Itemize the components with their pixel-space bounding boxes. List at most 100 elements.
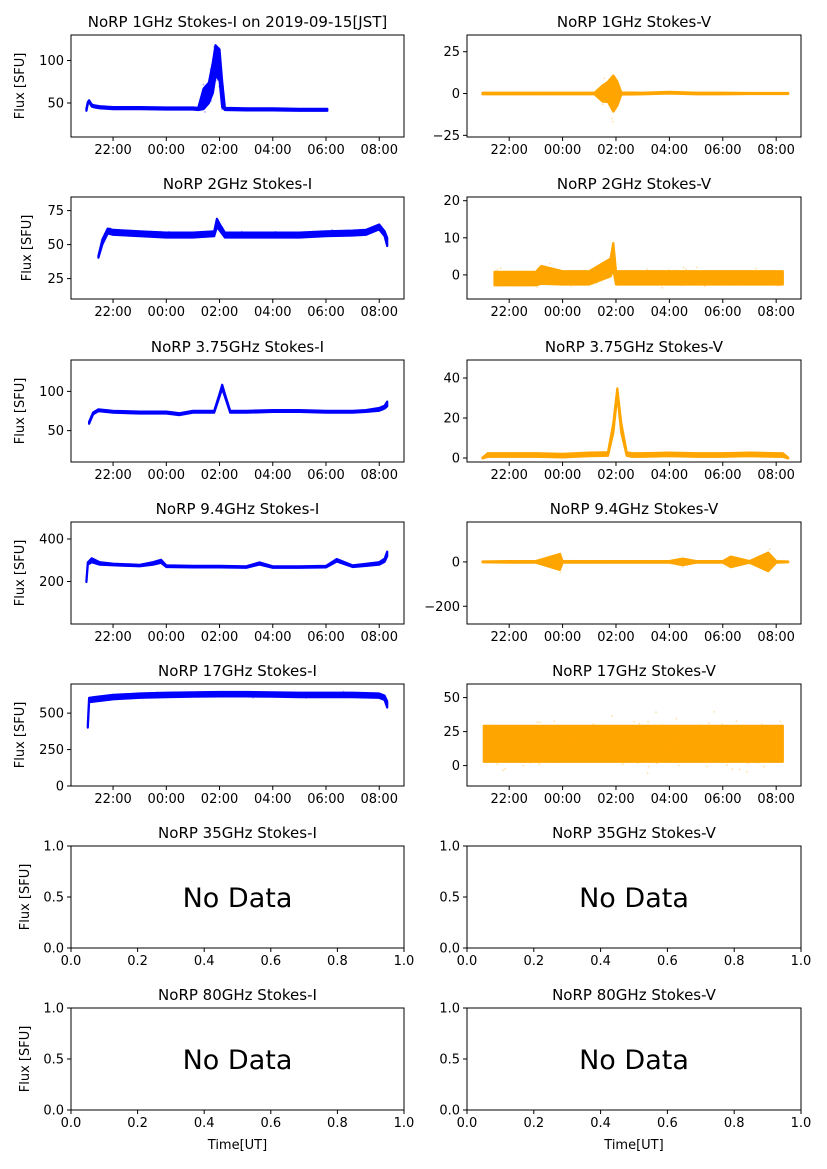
data-point [775,751,777,754]
data-point [585,561,587,564]
data-point [160,235,163,237]
data-point [358,565,361,568]
data-point [602,744,605,747]
x-tick-label: 22:00 [94,630,131,645]
data-point [607,88,610,91]
data-point [545,454,547,456]
data-point [633,454,636,456]
data-point [274,233,277,235]
data-point [531,453,534,456]
data-point [214,57,217,59]
x-tick-label: 0.2 [523,954,544,969]
data-point [715,752,718,755]
panel-title: NoRP 1GHz Stokes-I on 2019-09-15[JST] [88,13,388,31]
data-point [536,721,539,724]
data-point [212,69,215,72]
data-point [298,108,301,111]
data-point [361,563,364,566]
series-stokes-i [86,690,389,729]
data-point [151,563,154,566]
data-point [697,749,700,752]
data-point [627,725,630,728]
data-point [595,282,598,284]
data-point [194,565,197,568]
data-point [714,561,717,563]
data-point [159,230,162,233]
data-point [305,697,307,699]
data-point [216,67,219,70]
data-point [193,107,195,109]
data-point [576,560,579,563]
data-point [221,227,224,230]
data-point [206,96,209,99]
data-point [631,452,633,455]
data-point [618,95,620,97]
data-point [541,282,544,285]
data-point [586,744,589,747]
data-point [612,96,615,99]
data-point [117,230,119,233]
data-point [383,233,386,235]
data-point [615,399,618,401]
data-point [519,455,522,457]
data-point [774,559,777,562]
y-axis-label: Flux [SFU] [13,702,28,769]
data-point [757,761,760,764]
data-point [243,411,246,414]
data-point [615,102,618,104]
data-point [632,271,635,274]
data-point [667,754,670,757]
data-point [216,64,219,66]
data-point [561,740,564,742]
data-point [593,737,596,739]
data-point [753,93,756,95]
data-point [214,56,217,58]
x-tick-label: 06:00 [307,792,344,807]
data-point [632,92,634,95]
data-point [561,559,563,562]
data-point [224,397,227,400]
data-point [640,734,643,737]
data-point [613,253,616,255]
data-point [302,694,305,697]
x-tick-label: 06:00 [704,305,741,320]
panel-375ghz-i: NoRP 3.75GHz Stokes-I22:00 00:00 02:00 04:0… [13,338,405,483]
data-point [625,451,628,454]
data-point [721,751,724,754]
data-point [607,448,610,451]
data-point [135,232,138,235]
data-point [584,278,586,280]
x-tick-label: 06:00 [704,630,741,645]
data-point [290,109,292,112]
data-point [669,746,672,749]
data-point [760,275,762,278]
data-point [777,735,779,738]
data-point [720,454,723,457]
data-point [554,275,557,278]
data-point [682,453,685,456]
data-point [745,748,748,751]
data-point [622,438,625,441]
data-point [99,410,102,412]
data-point [696,560,698,563]
data-point [214,67,217,69]
data-point [578,744,581,746]
data-point [620,427,622,429]
data-point [91,561,94,564]
data-point [617,91,620,94]
data-point [385,554,387,557]
data-point [564,274,567,277]
data-point [194,566,197,569]
data-point [219,54,221,57]
data-point [495,92,498,95]
data-point [712,731,714,733]
data-point [667,278,670,281]
data-point [677,750,679,752]
data-point [499,267,502,270]
data-point [316,566,319,568]
data-point [205,94,207,97]
data-point [614,105,617,107]
data-point [318,411,320,414]
data-point [648,740,651,742]
data-point [761,758,764,760]
